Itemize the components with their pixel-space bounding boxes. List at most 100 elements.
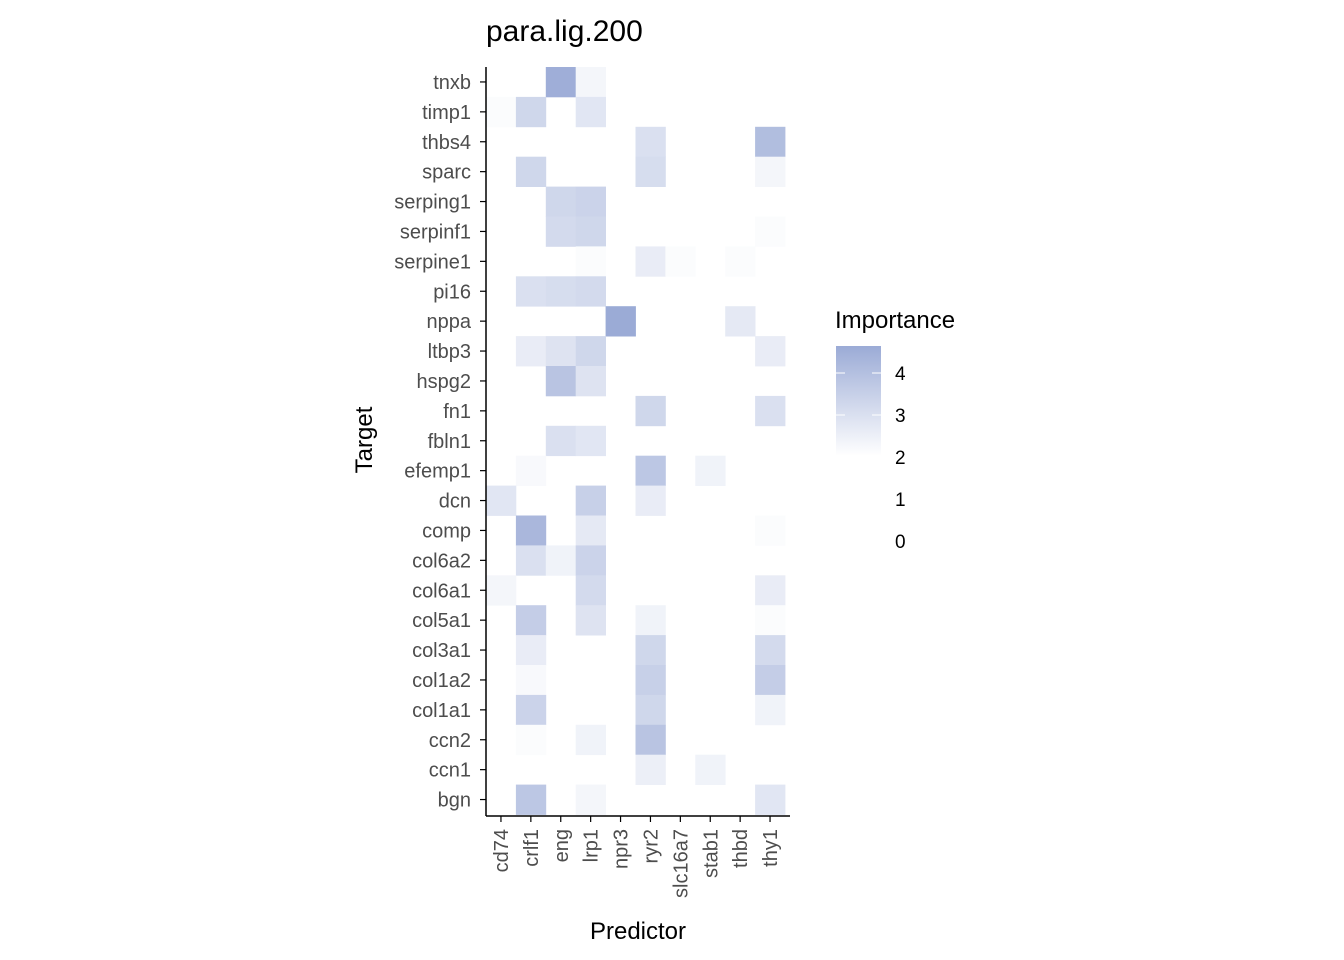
axes <box>485 67 790 817</box>
y-tick-label: tnxb <box>433 72 471 94</box>
heatmap-cell-timp1-cd74 <box>486 96 517 128</box>
y-tick-label: col6a1 <box>412 580 471 602</box>
x-tick-label: stab1 <box>700 829 722 878</box>
heatmap-cell-comp-thy1 <box>755 515 786 546</box>
heatmap-cell-col6a2-eng <box>545 545 577 576</box>
y-tick-label: timp1 <box>422 102 471 124</box>
heatmap-cell-col1a1-thy1 <box>755 694 786 726</box>
heatmap-cell-col3a1-crlf1 <box>515 635 547 666</box>
heatmap-cell-col6a2-crlf1 <box>515 545 547 576</box>
heatmap-cell-col1a2-crlf1 <box>515 665 547 696</box>
heatmap-cell-col6a1-cd74 <box>486 575 517 606</box>
legend-title: Importance <box>835 307 955 334</box>
heatmap-cell-comp-lrp1 <box>575 515 606 546</box>
y-axis-title: Target <box>351 406 378 473</box>
heatmap-cell-ltbp3-eng <box>545 336 577 367</box>
heatmap-cell-nppa-thbd <box>725 306 756 337</box>
legend-colorbar <box>836 346 881 456</box>
legend-tick-label: 3 <box>895 406 906 427</box>
y-tick-label: col3a1 <box>412 640 471 662</box>
heatmap-cell-hspg2-lrp1 <box>575 366 606 397</box>
heatmap-cell-col5a1-crlf1 <box>515 605 547 636</box>
heatmap-cell-serpine1-ryr2 <box>635 246 666 277</box>
y-axis-ticks: tnxb timp1 thbs4 sparc serping1 serpinf1 serpi… <box>394 72 486 812</box>
y-tick-label: col1a1 <box>412 700 471 722</box>
heatmap-cell-col6a1-thy1 <box>755 575 786 606</box>
heatmap-cell-col1a2-thy1 <box>755 665 786 696</box>
heatmap-cell-pi16-lrp1 <box>575 276 606 307</box>
heatmap-cells <box>486 67 786 815</box>
heatmap-cell-sparc-crlf1 <box>515 156 547 187</box>
y-tick-label: col6a2 <box>412 550 471 572</box>
heatmap-cell-serpinf1-thy1 <box>755 216 786 247</box>
x-tick-label: ryr2 <box>640 829 662 863</box>
x-tick-label: lrp1 <box>581 829 603 862</box>
heatmap-cell-ltbp3-crlf1 <box>515 336 547 367</box>
y-tick-label: ltbp3 <box>428 341 471 363</box>
y-tick-label: hspg2 <box>417 371 472 393</box>
heatmap-cell-pi16-eng <box>545 276 577 307</box>
heatmap-cell-hspg2-eng <box>545 366 577 397</box>
heatmap-cell-ccn1-ryr2 <box>635 754 666 785</box>
y-tick-label: serpine1 <box>394 251 471 273</box>
heatmap-cell-fn1-thy1 <box>755 395 786 427</box>
y-tick-label: sparc <box>422 162 471 184</box>
heatmap-cell-col5a1-thy1 <box>755 605 786 636</box>
x-axis-title: Predictor <box>590 918 686 945</box>
heatmap-cell-dcn-cd74 <box>486 485 517 516</box>
heatmap-cell-thbs4-ryr2 <box>635 126 666 158</box>
x-tick-label: npr3 <box>611 829 633 869</box>
heatmap-cell-timp1-lrp1 <box>575 96 606 128</box>
y-tick-label: ccn1 <box>429 760 471 782</box>
heatmap-cell-serpine1-lrp1 <box>575 246 606 277</box>
heatmap-cell-serpine1-thbd <box>725 246 756 277</box>
heatmap-cell-serping1-lrp1 <box>575 186 606 217</box>
y-tick-label: serpinf1 <box>400 221 471 243</box>
heatmap-cell-ccn2-lrp1 <box>575 724 606 756</box>
x-axis-ticks: cd74 crlf1 eng lrp1 npr3 ryr2 slc16a7 stab1 thbd… <box>491 816 782 898</box>
legend-tick-label: 0 <box>895 532 906 553</box>
y-tick-label: serping1 <box>394 192 471 214</box>
heatmap-cell-pi16-crlf1 <box>515 276 547 307</box>
x-tick-label: thy1 <box>760 829 782 867</box>
legend: Importance 4 3 2 1 0 <box>835 307 955 553</box>
x-tick-label: thbd <box>730 829 752 868</box>
heatmap-cell-col6a1-lrp1 <box>575 575 606 606</box>
heatmap-cell-col6a2-lrp1 <box>575 545 606 576</box>
heatmap-cell-sparc-ryr2 <box>635 156 666 187</box>
heatmap-cell-timp1-crlf1 <box>515 96 547 128</box>
heatmap-cell-col1a1-ryr2 <box>635 694 666 726</box>
y-tick-label: dcn <box>439 491 471 513</box>
y-tick-label: nppa <box>427 311 472 333</box>
heatmap-cell-bgn-thy1 <box>755 784 786 815</box>
y-tick-label: comp <box>422 520 471 542</box>
chart-title: para.lig.200 <box>486 15 643 48</box>
heatmap-cell-ccn2-crlf1 <box>515 724 547 756</box>
y-tick-label: bgn <box>438 790 471 812</box>
heatmap-cell-col3a1-ryr2 <box>635 635 666 666</box>
heatmap-cell-col1a2-ryr2 <box>635 665 666 696</box>
y-tick-label: thbs4 <box>422 132 471 154</box>
heatmap-cell-tnxb-lrp1 <box>575 67 606 98</box>
heatmap-cell-col5a1-lrp1 <box>575 605 606 636</box>
heatmap-cell-efemp1-crlf1 <box>515 455 547 486</box>
y-tick-label: fn1 <box>443 401 471 423</box>
heatmap-cell-fbln1-lrp1 <box>575 425 606 457</box>
heatmap-cell-ltbp3-thy1 <box>755 336 786 367</box>
heatmap-cell-thbs4-thy1 <box>755 126 786 158</box>
heatmap-cell-col1a1-crlf1 <box>515 694 547 726</box>
heatmap-cell-dcn-lrp1 <box>575 485 606 516</box>
heatmap-cell-dcn-ryr2 <box>635 485 666 516</box>
y-tick-label: pi16 <box>433 281 471 303</box>
heatmap-cell-ccn1-stab1 <box>695 754 726 785</box>
legend-tick-label: 4 <box>895 364 906 385</box>
x-tick-label: eng <box>551 829 573 862</box>
y-tick-label: col1a2 <box>412 670 471 692</box>
x-tick-label: crlf1 <box>521 829 543 867</box>
heatmap-cell-serping1-eng <box>545 186 577 217</box>
y-tick-label: ccn2 <box>429 730 471 752</box>
heatmap-cell-bgn-crlf1 <box>515 784 547 815</box>
legend-ticks: 4 3 2 1 0 <box>836 364 906 553</box>
y-tick-label: col5a1 <box>412 610 471 632</box>
